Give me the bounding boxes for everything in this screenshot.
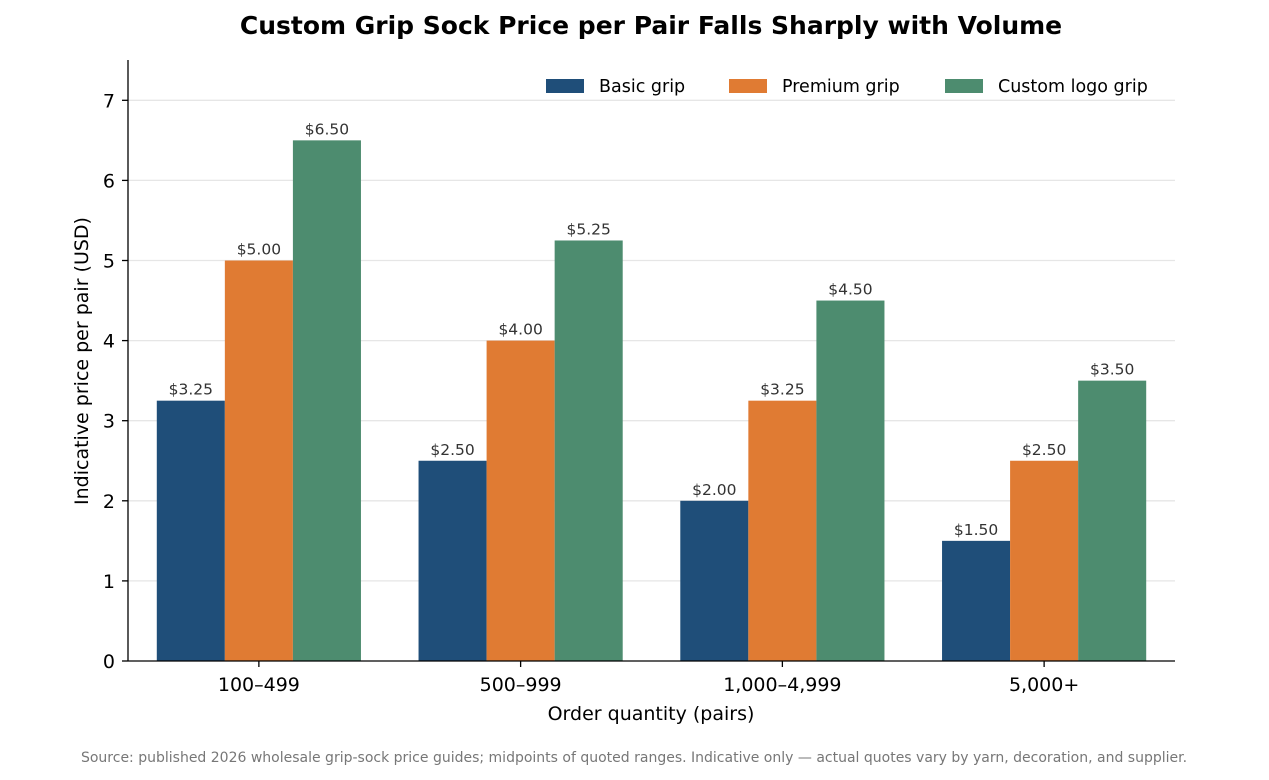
x-tick-label: 5,000+: [1009, 674, 1079, 696]
bar: [680, 500, 749, 661]
bar: [486, 340, 555, 661]
data-label: $3.25: [760, 381, 804, 399]
data-label: $1.50: [954, 521, 998, 539]
y-tick-label: 0: [103, 651, 115, 673]
bars: [156, 140, 1147, 662]
data-label: $2.50: [1022, 441, 1066, 459]
source-note: Source: published 2026 wholesale grip-so…: [81, 750, 1187, 766]
data-label: $5.25: [566, 220, 610, 238]
legend-swatch: [546, 79, 584, 93]
y-tick-label: 4: [103, 331, 115, 353]
data-label: $4.00: [498, 321, 542, 339]
y-tick-label: 3: [103, 411, 115, 433]
y-axis-label: Indicative price per pair (USD): [71, 217, 93, 505]
bar: [1078, 380, 1147, 661]
y-tick-label: 1: [103, 571, 115, 593]
legend-swatch: [945, 79, 983, 93]
y-tick-label: 2: [103, 491, 115, 513]
data-label: $4.50: [828, 281, 872, 299]
y-tick-label: 5: [103, 251, 115, 273]
bar: [554, 240, 623, 661]
bar: [816, 300, 885, 661]
x-axis-label: Order quantity (pairs): [548, 703, 755, 725]
chart-title: Custom Grip Sock Price per Pair Falls Sh…: [240, 11, 1062, 40]
bar: [942, 540, 1011, 661]
bar: [418, 460, 487, 661]
data-labels: $3.25 $5.00 $6.50 $2.50 $4.00 $5.25 $2.00 $3.25…: [169, 120, 1135, 538]
bar: [292, 140, 361, 662]
data-label: $3.25: [169, 381, 213, 399]
axes: 0 1 2 3 4 5 6 7 100–499 500–999 1,000–4,999 5,000+: [103, 60, 1175, 696]
data-label: $2.50: [430, 441, 474, 459]
data-label: $2.00: [692, 481, 736, 499]
legend-label: Custom logo grip: [998, 77, 1148, 97]
legend: Basic grip Premium grip Custom logo grip: [546, 77, 1148, 97]
bar: [224, 260, 293, 661]
data-label: $6.50: [305, 120, 349, 138]
bar: [1010, 460, 1079, 661]
x-tick-label: 1,000–4,999: [723, 674, 841, 696]
data-label: $3.50: [1090, 361, 1134, 379]
bar: [748, 400, 817, 661]
x-tick-label: 100–499: [218, 674, 300, 696]
bar: [156, 400, 225, 661]
legend-label: Basic grip: [599, 77, 685, 97]
data-label: $5.00: [237, 241, 281, 259]
y-tick-label: 7: [103, 90, 115, 112]
legend-label: Premium grip: [782, 77, 900, 97]
x-tick-label: 500–999: [480, 674, 562, 696]
y-tick-label: 6: [103, 170, 115, 192]
legend-swatch: [729, 79, 767, 93]
